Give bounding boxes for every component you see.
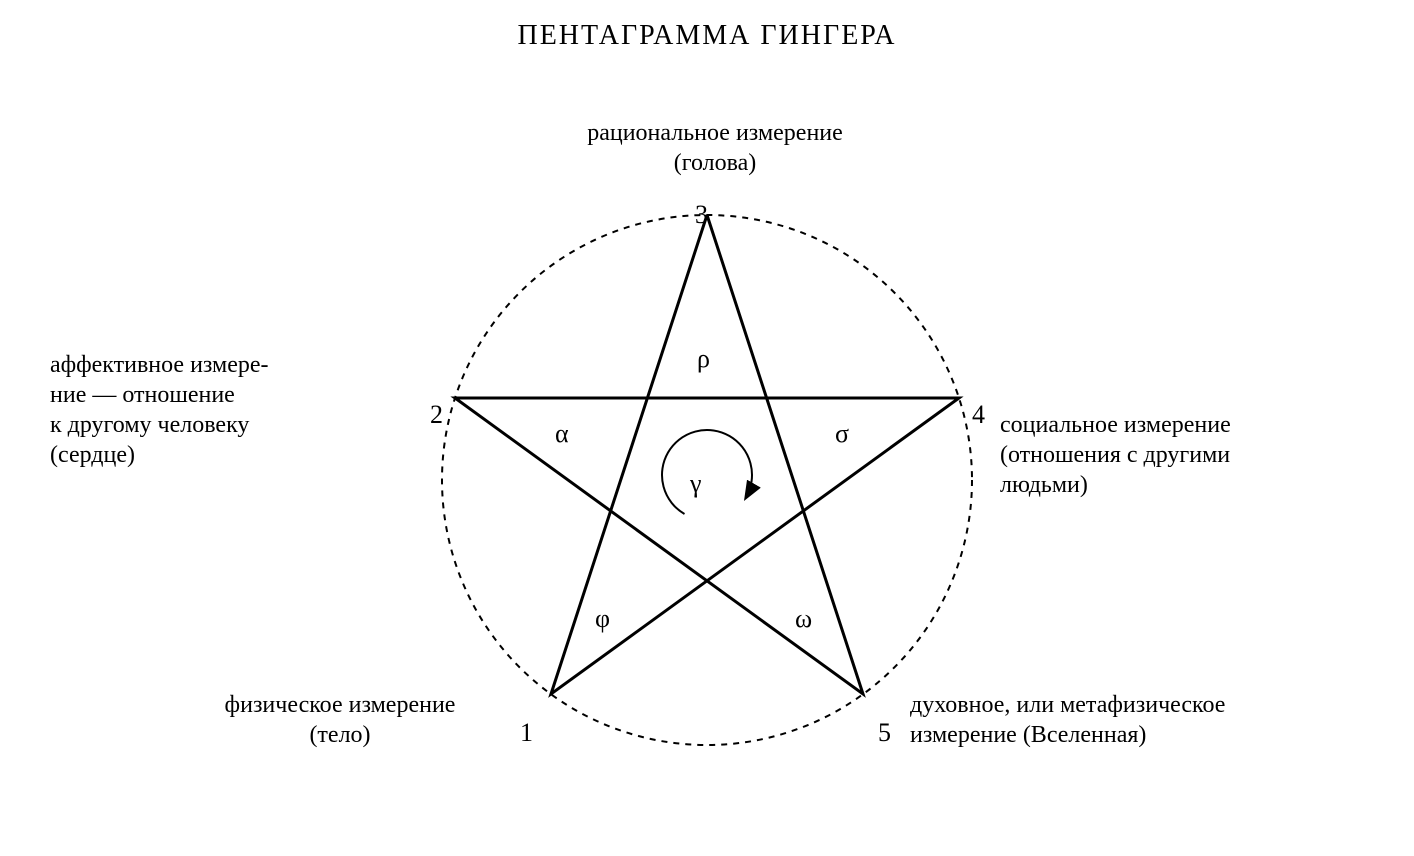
label-line: духовное, или метафизическое — [910, 690, 1360, 720]
greek-rho: ρ — [697, 344, 710, 374]
greek-sigma: σ — [835, 419, 849, 449]
label-line: физическое измерение — [180, 690, 500, 720]
vertex-number-2: 2 — [430, 400, 443, 430]
pentagram-diagram: { "title": "ПЕНТАГРАММА ГИНГЕРА", "diagr… — [0, 0, 1414, 856]
label-line: ние — отношение — [50, 380, 410, 410]
greek-alpha: α — [555, 419, 569, 449]
greek-phi: φ — [595, 604, 610, 634]
label-line: к другому человеку — [50, 410, 410, 440]
label-line: (отношения с другими — [1000, 440, 1380, 470]
greek-gamma: γ — [690, 469, 702, 499]
label-bottom-left-physical: физическое измерение (тело) — [180, 690, 500, 750]
label-right-social: социальное измерение (отношения с другим… — [1000, 410, 1380, 500]
vertex-number-5: 5 — [878, 718, 891, 748]
label-line: измерение (Вселенная) — [910, 720, 1360, 750]
label-top-rational: рациональное измерение (голова) — [555, 118, 875, 178]
label-left-affective: аффективное измере- ние — отношение к др… — [50, 350, 410, 470]
vertex-number-4: 4 — [972, 400, 985, 430]
center-arc-arrow-icon — [662, 430, 752, 514]
label-line: социальное измерение — [1000, 410, 1380, 440]
label-line: (голова) — [555, 148, 875, 178]
vertex-number-3: 3 — [695, 200, 708, 230]
label-bottom-right-spiritual: духовное, или метафизическое измерение (… — [910, 690, 1360, 750]
pentagram-star — [455, 215, 959, 694]
label-line: (сердце) — [50, 440, 410, 470]
greek-omega: ω — [795, 604, 812, 634]
label-line: рациональное измерение — [555, 118, 875, 148]
outer-dashed-circle — [442, 215, 972, 745]
label-line: людьми) — [1000, 470, 1380, 500]
label-line: аффективное измере- — [50, 350, 410, 380]
vertex-number-1: 1 — [520, 718, 533, 748]
label-line: (тело) — [180, 720, 500, 750]
